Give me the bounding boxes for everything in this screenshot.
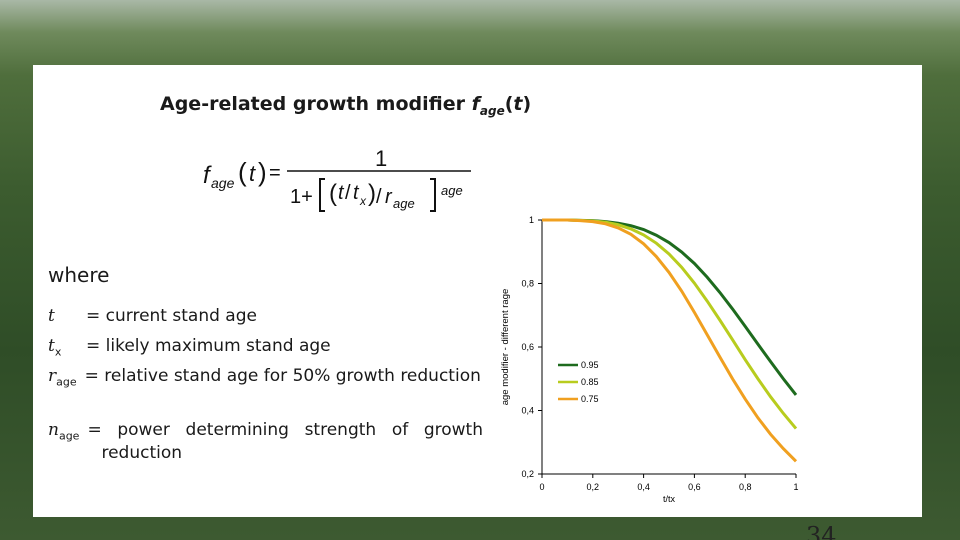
x-tick-label: 0 xyxy=(539,482,544,492)
formula-tx: t xyxy=(353,182,360,204)
definition-symbol: tx xyxy=(48,335,78,363)
formula-equals: = xyxy=(269,162,281,184)
title-text: Age-related growth modifier xyxy=(160,93,465,115)
legend-label: 0.85 xyxy=(581,377,599,387)
x-tick-label: 1 xyxy=(793,482,798,492)
formula-r: r xyxy=(385,186,393,208)
y-tick-label: 1 xyxy=(529,215,534,225)
formula-slash: / xyxy=(345,182,351,204)
symbol-subscript: age xyxy=(56,375,77,389)
slide-title: Age-related growth modifier fage(t) xyxy=(160,93,531,118)
y-tick-label: 0,6 xyxy=(521,342,534,352)
definition-text: = relative stand age for 50% growth redu… xyxy=(84,366,481,386)
definition: rage = relative stand age for 50% growth … xyxy=(48,365,483,393)
formula-exponent: age xyxy=(441,183,463,198)
symbol-subscript: age xyxy=(58,429,80,443)
x-tick-label: 0,4 xyxy=(637,482,650,492)
formula-sub: x xyxy=(359,194,367,208)
formula-sub: age xyxy=(211,175,235,191)
symbol: r xyxy=(48,366,57,386)
y-tick-label: 0,8 xyxy=(521,279,534,289)
definition: t = current stand age xyxy=(48,305,483,328)
formula-t: t xyxy=(249,161,256,186)
formula-paren: ) xyxy=(368,180,376,207)
y-axis-label: age modifier - different rage xyxy=(500,289,511,406)
definition-symbol: nage xyxy=(48,419,79,465)
x-tick-label: 0,2 xyxy=(587,482,600,492)
x-tick-label: 0,8 xyxy=(739,482,752,492)
definition-symbol: t xyxy=(48,305,78,328)
x-tick-label: 0,6 xyxy=(688,482,701,492)
formula-t: t xyxy=(338,182,345,204)
bracket xyxy=(430,178,436,212)
where-label: where xyxy=(48,263,110,287)
y-tick-label: 0,2 xyxy=(521,469,534,479)
formula-sub: age xyxy=(393,196,415,211)
definition-text: = power determining strength of growth r… xyxy=(87,420,483,463)
formula-paren: ) xyxy=(258,157,267,187)
page-number: 34 xyxy=(806,522,837,540)
legend-label: 0.95 xyxy=(581,360,599,370)
symbol: t xyxy=(48,306,55,326)
title-paren: ) xyxy=(522,93,532,115)
bracket xyxy=(319,178,325,212)
x-axis-label: t/tx xyxy=(663,494,676,504)
title-subscript: age xyxy=(479,103,505,118)
series-line xyxy=(542,218,798,463)
legend-label: 0.75 xyxy=(581,394,599,404)
formula-slash: / xyxy=(376,186,382,208)
content-panel xyxy=(33,65,922,517)
definition: nage = power determining strength of grow… xyxy=(48,419,483,465)
formula: f age ( t ) = 1 1+ ( t / t x ) / r age a… xyxy=(203,146,471,212)
definition-text: = current stand age xyxy=(86,306,257,326)
title-symbol: f xyxy=(471,93,480,115)
symbol: t xyxy=(48,336,55,356)
formula-paren: ( xyxy=(238,157,247,187)
formula-f: f xyxy=(203,162,212,189)
definition-text: = likely maximum stand age xyxy=(86,336,331,356)
symbol: n xyxy=(48,420,59,440)
y-tick-label: 0,4 xyxy=(521,406,534,416)
formula-numerator: 1 xyxy=(375,146,387,171)
title-argument: t xyxy=(513,93,523,115)
symbol-subscript: x xyxy=(54,345,62,359)
title-paren: ( xyxy=(504,93,514,115)
formula-paren: ( xyxy=(329,180,337,207)
definition-symbol: rage xyxy=(48,365,77,393)
formula-one-plus: 1+ xyxy=(290,186,313,208)
definition: tx = likely maximum stand age xyxy=(48,335,483,363)
